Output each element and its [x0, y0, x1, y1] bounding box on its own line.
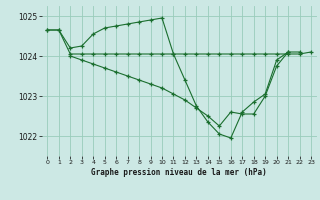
X-axis label: Graphe pression niveau de la mer (hPa): Graphe pression niveau de la mer (hPa): [91, 168, 267, 177]
